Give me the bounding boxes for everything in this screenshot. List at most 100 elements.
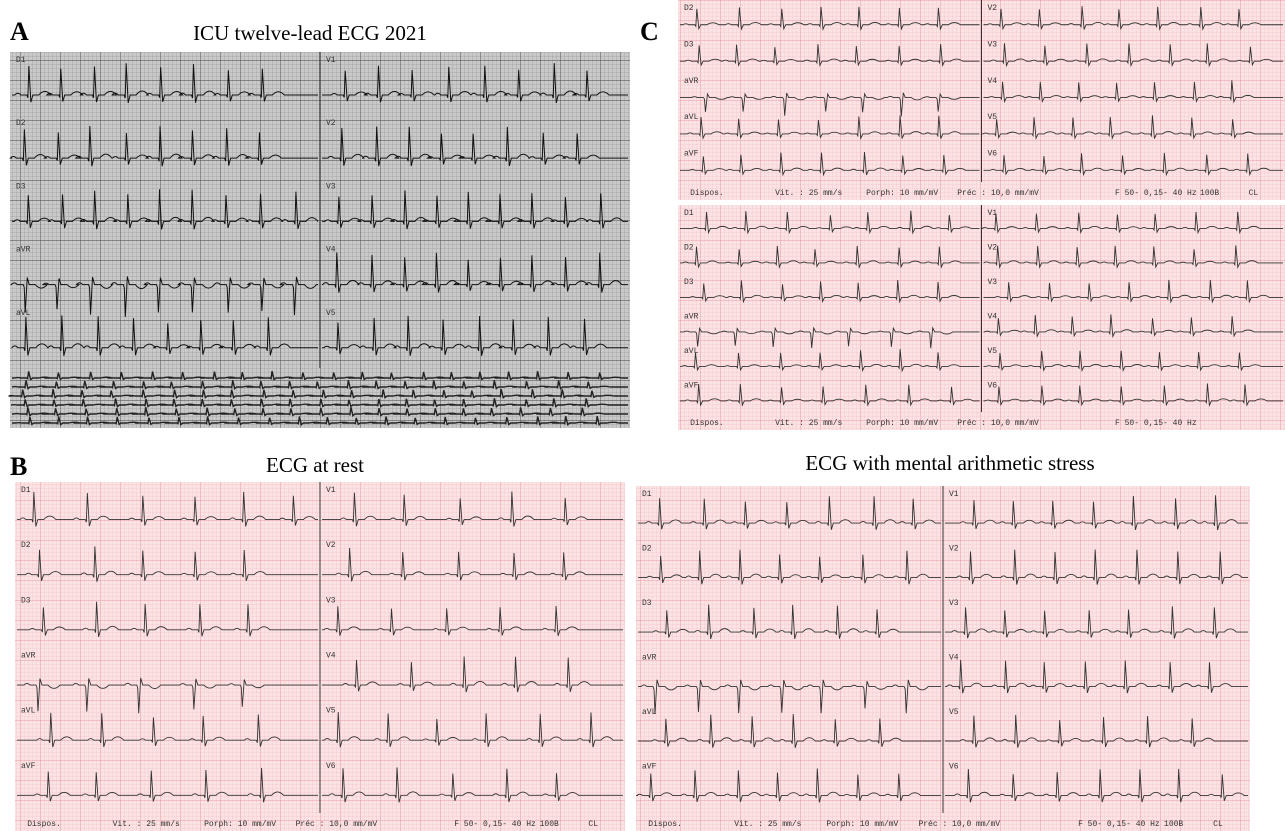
lead-label: aVL [21, 707, 36, 716]
ecg-trace [638, 604, 941, 640]
lead-label: V6 [326, 762, 336, 771]
lead-label: aVF [21, 762, 36, 771]
ecg-trace [680, 44, 980, 68]
ecg-strip: D1 D2 D3 aVR aVL aVF V1 V2 V3 V4 V5 V6 Dispos. Vit. :… [635, 486, 1250, 831]
ecg-strip: D1 D2 D3 aVR aVL aVF V1 V2 V3 V4 V5 V6 Dispos. Vit. :… [678, 205, 1285, 430]
footer-text: 100B [1164, 820, 1183, 829]
noise-trace [12, 370, 628, 382]
ecg-trace [680, 115, 980, 141]
lead-label: aVR [684, 77, 699, 86]
ecg-trace [638, 714, 941, 748]
footer-text: CL [1213, 820, 1223, 829]
ecg-trace [680, 326, 980, 349]
ecg-trace [17, 712, 318, 748]
ecg-strip: D1 D2 D3 aVR aVL V1 V2 V3 V4 V5 [8, 52, 630, 428]
ecg-trace [983, 279, 1283, 304]
ecg-trace [680, 280, 980, 304]
lead-label: V5 [988, 347, 998, 356]
ecg-strip: D1 D2 D3 aVR aVL aVF V1 V2 V3 V4 V5 V6 Dispos. Vit. :… [15, 482, 625, 831]
lead-label: D2 [21, 541, 31, 550]
ecg-trace [980, 115, 1283, 140]
footer-text: CL [1249, 189, 1259, 198]
lead-label: D2 [684, 4, 694, 13]
ecg-trace [17, 491, 318, 527]
footer-text: Préc : 10,0 mm/mV [296, 820, 378, 829]
lead-label: D1 [16, 56, 26, 65]
ecg-trace [322, 126, 628, 167]
ecg-trace [17, 546, 318, 582]
ecg-strip: D2 D3 aVR aVL aVF V2 V3 V4 V5 V6 Dispos. Vit. : 25 … [678, 0, 1285, 200]
ecg-trace [322, 605, 623, 636]
lead-label: V2 [988, 4, 998, 13]
ecg-trace [17, 767, 318, 803]
ecg-trace [945, 495, 1248, 531]
lead-label: V1 [326, 486, 336, 495]
lead-label: V5 [949, 708, 959, 717]
lead-label: V2 [949, 545, 959, 554]
ecg-trace [322, 767, 623, 803]
ecg-trace [983, 152, 1283, 177]
footer-text: F 50- 0,15- 40 Hz [1078, 820, 1160, 829]
lead-label: aVR [684, 313, 699, 322]
footer-text: 100B [1200, 189, 1219, 198]
footer-text: Préc : 10,0 mm/mV [957, 419, 1039, 428]
lead-label: D1 [642, 490, 652, 499]
panel-letter: C [640, 17, 659, 46]
ecg-trace [983, 314, 1283, 339]
lead-label: V4 [949, 654, 959, 663]
noise-trace [10, 398, 628, 408]
lead-label: aVL [642, 708, 657, 717]
footer-text: Vit. : 25 mm/s [775, 189, 842, 198]
ecg-trace [638, 549, 941, 585]
ecg-trace [322, 656, 623, 693]
ecg-trace [945, 606, 1248, 639]
footer-text: Porph: 10 mm/mV [826, 820, 898, 829]
ecg-trace [322, 315, 628, 356]
lead-label: V2 [326, 541, 336, 550]
lead-label: D3 [684, 278, 694, 287]
footer-text: Porph: 10 mm/mV [204, 820, 276, 829]
ecg-trace [945, 659, 1248, 694]
lead-label: D2 [684, 244, 694, 253]
lead-label: aVL [16, 309, 31, 318]
ecg-trace [17, 601, 318, 637]
noise-trace [12, 416, 628, 426]
ecg-trace [17, 677, 318, 714]
footer-text: F 50- 0,15- 40 Hz [454, 820, 536, 829]
lead-label: V3 [988, 278, 998, 287]
ecg-trace [983, 80, 1283, 104]
lead-label: aVR [16, 246, 31, 255]
lead-label: V3 [949, 599, 959, 608]
footer-text: Vit. : 25 mm/s [775, 419, 842, 428]
lead-label: V4 [988, 313, 998, 322]
lead-label: V3 [326, 182, 336, 191]
footer-text: Dispos. [648, 820, 682, 829]
footer-text: Porph: 10 mm/mV [866, 189, 938, 198]
noise-trace [12, 407, 628, 417]
panel-title: ECG at rest [266, 453, 364, 477]
footer-text: Préc : 10,0 mm/mV [957, 189, 1039, 198]
lead-label: V3 [988, 40, 998, 49]
footer-text: Vit. : 25 mm/s [734, 820, 801, 829]
lead-label: aVR [21, 652, 36, 661]
footer-text: CL [588, 820, 598, 829]
ecg-trace [680, 245, 980, 269]
lead-label: D3 [642, 599, 652, 608]
noise-trace [11, 380, 628, 390]
footer-text: Dispos. [690, 419, 724, 428]
lead-label: V5 [988, 113, 998, 122]
ecg-trace [983, 245, 1283, 270]
ecg-trace [10, 276, 318, 317]
footer-text: Préc : 10,0 mm/mV [918, 820, 1000, 829]
ecg-trace [638, 679, 941, 714]
lead-label: V1 [949, 490, 959, 499]
footer-text: 100B [540, 820, 559, 829]
ecg-trace [322, 491, 623, 527]
panel-letter: B [10, 452, 27, 481]
ecg-trace [635, 768, 941, 803]
lead-label: V4 [988, 77, 998, 86]
lead-label: aVL [684, 113, 699, 122]
lead-label: aVF [684, 382, 699, 391]
ecg-trace [680, 383, 980, 407]
